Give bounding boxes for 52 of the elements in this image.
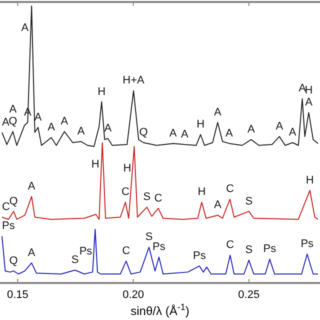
annotation: A (9, 104, 18, 116)
annotation: C (154, 192, 162, 204)
annotation: A (214, 106, 222, 118)
annotation: Ps (152, 241, 166, 254)
annotation: Q (9, 254, 18, 267)
annotation: H+A (122, 74, 146, 87)
annotation: A (180, 128, 189, 141)
annotation: S (245, 195, 253, 208)
annotation: Ps (2, 220, 16, 232)
annotation: A (2, 116, 10, 128)
x-tick-label: 0.15 (7, 289, 28, 301)
annotation: A (305, 96, 314, 109)
annotation: H (306, 174, 314, 186)
annotation: A (48, 122, 56, 134)
annotation: A (28, 246, 36, 259)
annotation: A (214, 199, 222, 212)
x-axis-title: sinθ/λ (Å$^{-1}$) (130, 302, 190, 318)
annotation: C (122, 245, 130, 258)
annotation: Q (9, 195, 18, 208)
annotation: S (71, 254, 79, 266)
x-tick-label: 0.20 (122, 289, 144, 301)
annotation: S (245, 244, 253, 256)
annotation: H (304, 84, 313, 97)
annotation: A (276, 120, 284, 133)
annotation: A (298, 82, 307, 95)
annotation: H (91, 158, 100, 171)
annotation: C (226, 183, 234, 196)
annotation: C (2, 201, 10, 214)
annotation: A (60, 116, 69, 128)
annotation: A (248, 124, 256, 136)
annotation: Ps (263, 243, 277, 256)
annotation: A (28, 180, 36, 192)
annotation: H (196, 118, 205, 131)
annotation: A (288, 126, 297, 139)
annotation: A (169, 127, 178, 140)
x-tick-label: 0.25 (238, 289, 260, 301)
annotation: Q (8, 116, 18, 128)
annotation: C (226, 239, 234, 252)
annotation: A (104, 122, 112, 134)
annotation: H (98, 86, 106, 98)
annotation: Ps (192, 250, 206, 262)
annotation: C (121, 186, 130, 198)
annotation: A (226, 127, 234, 140)
annotation: S (143, 191, 151, 204)
annotation: H (198, 186, 206, 198)
annotation: S (145, 231, 153, 244)
annotation: A (77, 126, 86, 138)
annotation: H (123, 162, 132, 174)
annotation: Q (139, 126, 148, 139)
annotation: Ps (79, 245, 93, 258)
annotation: Ps (300, 238, 314, 250)
annotation: A (21, 22, 30, 34)
